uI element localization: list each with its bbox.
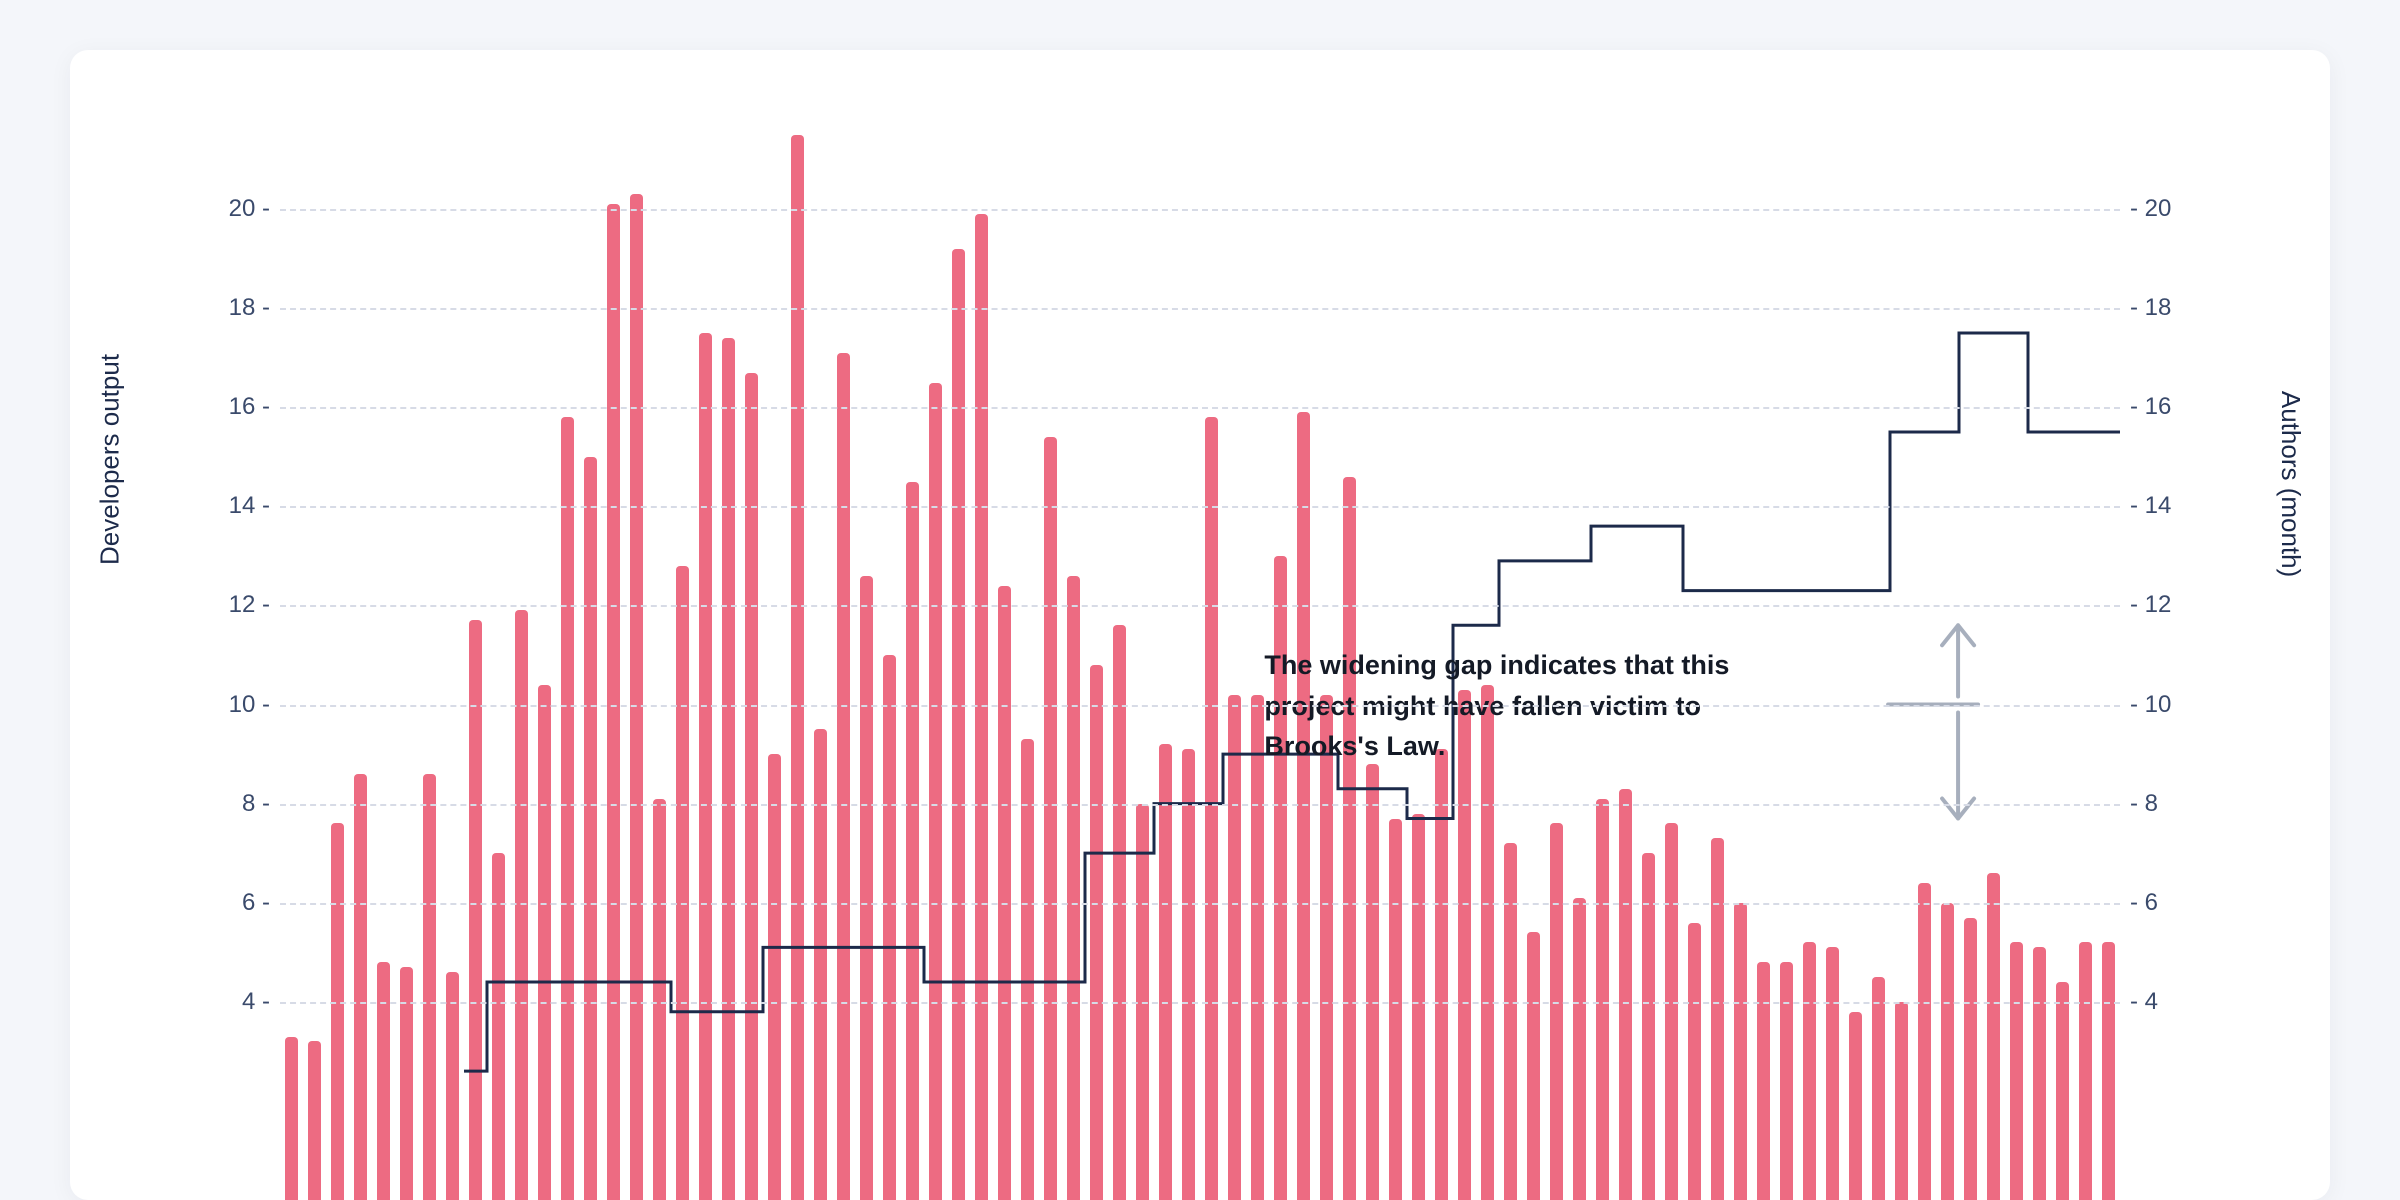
- right-tick: - 12: [2130, 591, 2200, 619]
- left-tick: 8 -: [200, 790, 270, 818]
- left-tick: 6 -: [200, 889, 270, 917]
- right-tick: - 14: [2130, 492, 2200, 520]
- left-tick: 10 -: [200, 691, 270, 719]
- gridline: [280, 605, 2120, 607]
- right-tick: - 18: [2130, 294, 2200, 322]
- left-tick: 16 -: [200, 393, 270, 421]
- right-axis-label: Authors (month): [2275, 391, 2306, 577]
- left-tick: 18 -: [200, 294, 270, 322]
- chart-card: Developers output Authors (month) The wi…: [70, 50, 2330, 1200]
- gridline: [280, 903, 2120, 905]
- right-tick: - 6: [2130, 889, 2200, 917]
- right-tick: - 20: [2130, 195, 2200, 223]
- gridline: [280, 506, 2120, 508]
- plot-region: The widening gap indicates that this pro…: [280, 110, 2120, 1200]
- left-tick: 20 -: [200, 195, 270, 223]
- gridline: [280, 705, 2120, 707]
- gridline: [280, 209, 2120, 211]
- right-tick: - 8: [2130, 790, 2200, 818]
- gridline: [280, 407, 2120, 409]
- gridline: [280, 308, 2120, 310]
- left-tick: 12 -: [200, 591, 270, 619]
- left-tick: 4 -: [200, 988, 270, 1016]
- left-tick: 14 -: [200, 492, 270, 520]
- chart-area: Developers output Authors (month) The wi…: [120, 110, 2280, 1200]
- gridline: [280, 804, 2120, 806]
- right-tick: - 4: [2130, 988, 2200, 1016]
- right-tick: - 16: [2130, 393, 2200, 421]
- gap-arrow-icon: [280, 110, 2120, 1200]
- left-axis-label: Developers output: [95, 354, 126, 565]
- gridline: [280, 1002, 2120, 1004]
- right-tick: - 10: [2130, 691, 2200, 719]
